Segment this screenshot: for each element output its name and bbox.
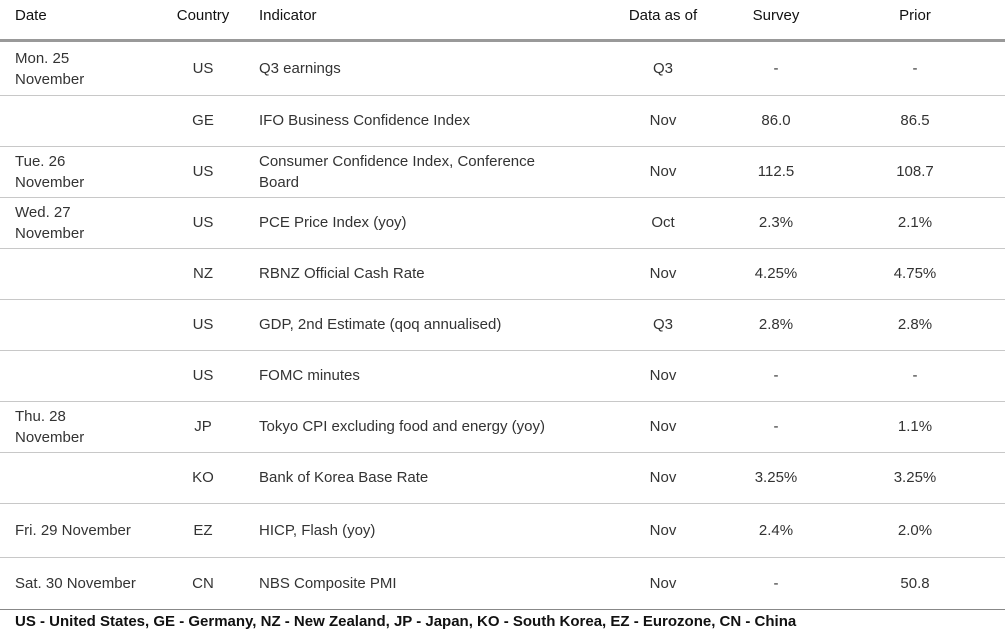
header-data-as-of: Data as of [628,6,698,24]
prior-cell: 2.0% [897,521,933,539]
header-survey: Survey [752,6,800,24]
prior-cell: 4.75% [893,265,937,282]
indicator-cell: IFO Business Confidence Index [259,112,470,129]
indicator-cell: Consumer Confidence Index, Conference Bo… [259,152,535,191]
survey-cell: 112.5 [757,163,795,180]
indicator-cell: Tokyo CPI excluding food and energy (yoy… [259,418,545,435]
date-cell: Tue. 26 November [15,152,85,191]
survey-cell: - [773,60,779,77]
data-as-of-cell: Nov [649,521,677,539]
row-separator [0,350,1005,351]
header-indicator: Indicator [259,6,317,24]
prior-cell: - [912,60,918,77]
country-cell: EZ [193,521,213,539]
date-cell: Fri. 29 November [15,521,131,539]
indicator-cell: HICP, Flash (yoy) [259,521,376,539]
prior-cell: 108.7 [896,163,934,180]
survey-cell: 2.8% [758,316,794,333]
country-cell: JP [194,418,212,435]
row-separator [0,452,1005,453]
prior-cell: 2.1% [897,214,933,231]
header-rule [0,39,1005,42]
header-date: Date [15,6,47,24]
country-cell: US [192,316,214,333]
country-cell: CN [192,574,214,592]
data-as-of-cell: Nov [649,418,677,435]
indicator-cell: GDP, 2nd Estimate (qoq annualised) [259,316,502,333]
header-prior: Prior [899,6,931,24]
row-separator [0,401,1005,402]
row-separator [0,95,1005,96]
survey-cell: 4.25% [754,265,798,282]
survey-cell: - [773,574,779,592]
indicator-cell: Q3 earnings [259,60,341,77]
data-as-of-cell: Nov [649,265,677,282]
survey-cell: - [773,367,779,384]
data-as-of-cell: Q3 [652,316,673,333]
country-cell: US [192,163,214,180]
row-separator [0,557,1005,558]
date-cell: Wed. 27 November [15,203,85,242]
prior-cell: 1.1% [897,418,933,435]
date-cell: Sat. 30 November [15,574,136,592]
survey-cell: 2.4% [758,521,794,539]
row-separator [0,146,1005,147]
data-as-of-cell: Oct [651,214,675,231]
row-separator [0,197,1005,198]
country-cell: US [192,214,214,231]
country-cell: GE [192,112,214,129]
date-cell: Mon. 25 November [15,49,85,88]
indicator-cell: Bank of Korea Base Rate [259,469,429,486]
indicator-cell: NBS Composite PMI [259,574,397,592]
indicator-cell: PCE Price Index (yoy) [259,214,407,231]
prior-cell: 86.5 [900,112,930,129]
indicator-cell: RBNZ Official Cash Rate [259,265,425,282]
survey-cell: - [773,418,779,435]
prior-cell: - [912,367,918,384]
data-as-of-cell: Nov [649,163,677,180]
survey-cell: 86.0 [761,112,791,129]
prior-cell: 2.8% [897,316,933,333]
row-separator [0,503,1005,504]
data-as-of-cell: Nov [649,574,677,592]
prior-cell: 3.25% [893,469,937,486]
country-cell: KO [192,469,214,486]
footer-legend: US - United States, GE - Germany, NZ - N… [15,612,797,630]
country-cell: US [192,367,214,384]
survey-cell: 3.25% [754,469,798,486]
row-separator [0,609,1005,610]
country-cell: US [192,60,214,77]
header-country: Country [176,6,230,24]
indicator-cell: FOMC minutes [259,367,360,384]
data-as-of-cell: Nov [649,469,677,486]
survey-cell: 2.3% [758,214,794,231]
prior-cell: 50.8 [900,574,930,592]
country-cell: NZ [193,265,213,282]
row-separator [0,299,1005,300]
data-as-of-cell: Nov [649,367,677,384]
data-as-of-cell: Q3 [652,60,673,77]
date-cell: Thu. 28 November [15,407,85,446]
data-as-of-cell: Nov [649,112,677,129]
row-separator [0,248,1005,249]
